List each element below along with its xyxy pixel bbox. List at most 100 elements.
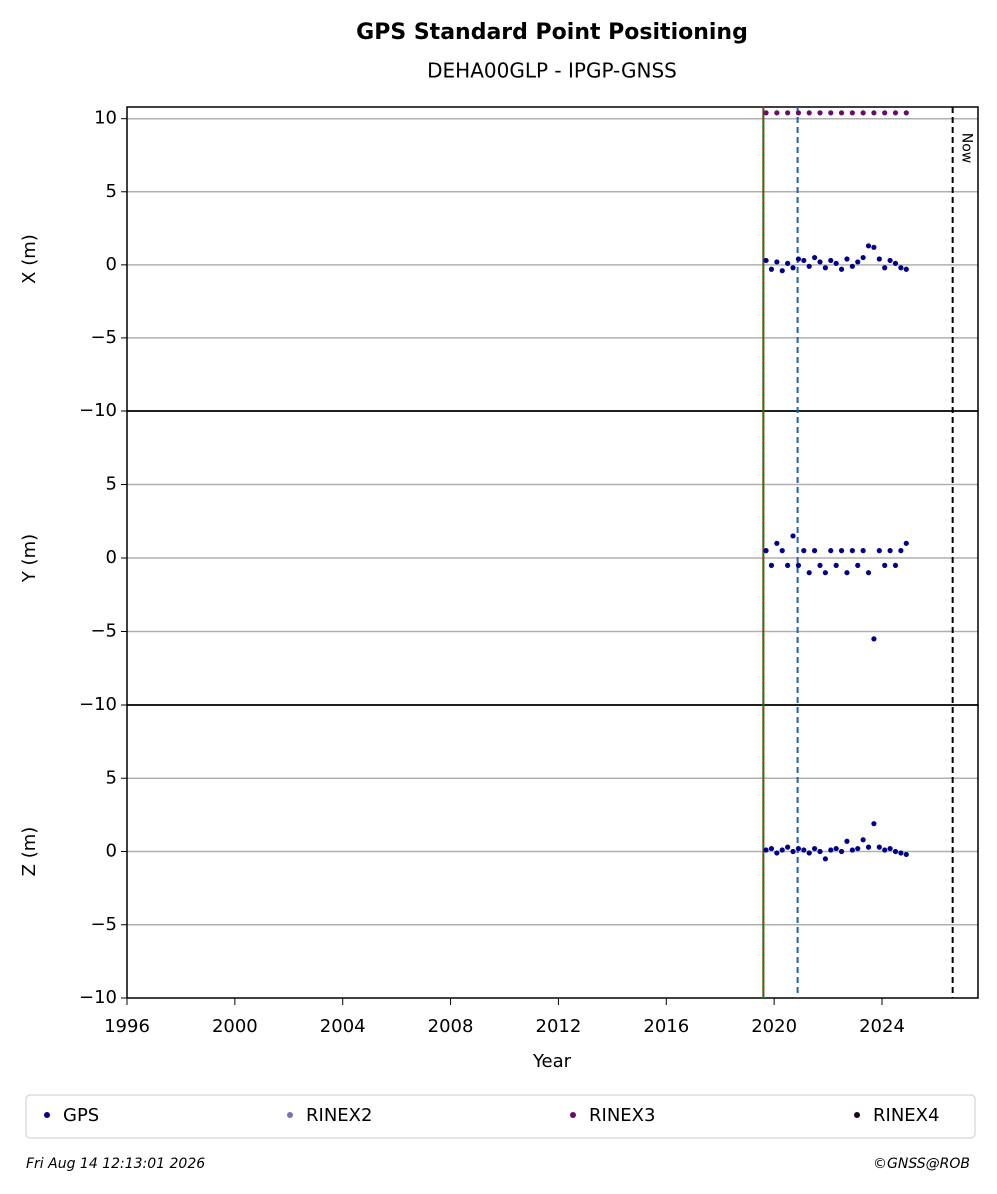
data-point: [871, 636, 877, 642]
x-tick-label: 2012: [536, 1016, 582, 1037]
legend-label: RINEX4: [873, 1105, 939, 1126]
data-point: [779, 847, 785, 853]
y-axis-label: Y (m): [19, 534, 40, 583]
data-point: [833, 562, 839, 568]
data-point: [828, 257, 834, 264]
data-point: [898, 850, 904, 856]
data-point: [822, 265, 828, 271]
legend-marker: [570, 1112, 576, 1118]
data-point: [828, 548, 834, 554]
data-point: [838, 110, 845, 116]
data-point: [763, 548, 769, 554]
data-point: [876, 844, 882, 850]
y-tick-label: 0: [106, 841, 117, 862]
data-point: [838, 266, 845, 272]
x-tick-label: 2024: [859, 1016, 905, 1037]
now-label: Now: [959, 133, 975, 164]
data-point: [768, 562, 775, 568]
data-point: [882, 847, 888, 853]
y-tick-label: 5: [106, 474, 117, 495]
data-point: [774, 259, 780, 265]
data-point: [903, 851, 909, 858]
data-point: [855, 562, 861, 568]
data-point: [822, 856, 828, 862]
footer-left: Fri Aug 14 12:13:01 2026: [26, 1156, 205, 1172]
data-point: [849, 263, 855, 269]
data-point: [844, 838, 850, 844]
data-point: [860, 837, 866, 843]
data-point: [801, 847, 807, 853]
data-point: [865, 243, 872, 249]
x-tick-label: 1996: [104, 1016, 150, 1037]
data-point: [768, 266, 775, 272]
legend-box: [25, 1094, 976, 1139]
data-point: [882, 562, 888, 568]
data-point: [779, 548, 785, 554]
data-point: [817, 259, 823, 265]
x-tick-label: 2020: [751, 1016, 797, 1037]
data-point: [806, 570, 812, 576]
legend-marker: [44, 1112, 50, 1118]
data-point: [763, 257, 769, 264]
data-point: [892, 260, 899, 266]
y-tick-label: 0: [106, 547, 117, 568]
data-point: [865, 844, 872, 850]
y-tick-label: −10: [79, 400, 117, 421]
legend-label: GPS: [63, 1105, 99, 1126]
y-tick-label: 10: [94, 108, 117, 129]
data-point: [795, 110, 802, 116]
data-point: [849, 847, 855, 853]
data-point: [865, 570, 872, 576]
data-point: [882, 110, 888, 116]
x-axis-label: Year: [532, 1051, 572, 1072]
legend-marker: [854, 1112, 860, 1118]
data-point: [882, 265, 888, 271]
y-tick-label: −5: [90, 914, 117, 935]
data-point: [892, 562, 899, 568]
data-point: [855, 259, 861, 265]
data-point: [790, 265, 796, 271]
data-point: [833, 260, 839, 266]
data-point: [838, 848, 845, 855]
data-point: [855, 845, 861, 852]
data-point: [785, 844, 791, 850]
data-point: [871, 244, 877, 250]
data-point: [811, 845, 818, 852]
data-point: [828, 847, 834, 853]
chart-subtitle: DEHA00GLP - IPGP-GNSS: [427, 59, 677, 83]
legend-marker: [287, 1112, 293, 1118]
data-point: [892, 848, 899, 855]
data-point: [774, 110, 780, 116]
data-point: [860, 548, 866, 554]
legend-label: RINEX2: [306, 1105, 372, 1126]
data-point: [811, 254, 818, 261]
data-point: [860, 254, 866, 261]
x-tick-label: 2004: [320, 1016, 366, 1037]
data-point: [876, 256, 882, 262]
data-point: [790, 533, 796, 539]
data-point: [887, 257, 893, 264]
data-point: [817, 110, 823, 116]
data-point: [795, 256, 802, 262]
chart-title: GPS Standard Point Positioning: [356, 20, 748, 45]
data-point: [871, 110, 877, 116]
data-point: [806, 263, 812, 269]
data-point: [817, 848, 823, 855]
data-point: [774, 540, 780, 546]
y-axis-label: X (m): [19, 234, 40, 284]
data-point: [763, 847, 769, 853]
data-point: [860, 110, 866, 116]
data-point: [887, 845, 893, 852]
data-point: [876, 548, 882, 554]
data-point: [871, 821, 877, 827]
data-point: [763, 110, 769, 116]
y-tick-label: −10: [79, 694, 117, 715]
x-tick-label: 2016: [643, 1016, 689, 1037]
panel-frame: [126, 704, 979, 999]
data-point: [801, 257, 807, 264]
data-point: [844, 256, 850, 262]
y-tick-label: −5: [90, 621, 117, 642]
data-point: [795, 845, 802, 852]
data-point: [785, 562, 791, 568]
